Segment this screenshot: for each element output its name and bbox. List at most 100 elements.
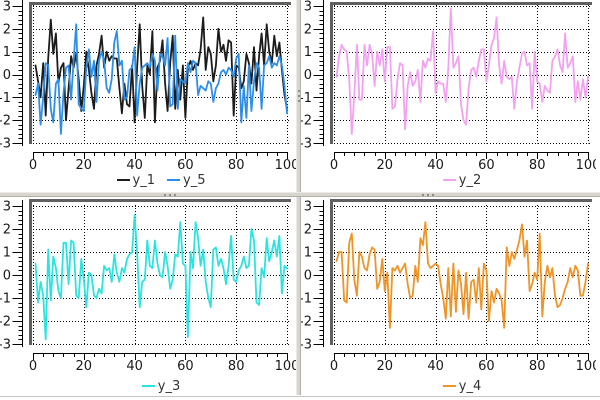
x-tick-label: 60 [177,359,194,374]
y-tick-label: 2 [3,223,11,238]
legend-top-left: y_1 y_5 [33,173,289,188]
plot-svg-bottom-left: 3 2 1 0 -1 -2 -3 0 20 40 60 80 100 [0,199,296,375]
y-tick-label: 3 [304,200,312,215]
axes [313,200,589,360]
plot-svg-top-left: 3 2 1 0 -1 -2 -3 0 20 40 60 80 100 [0,0,296,173]
chart-panel-top-left: 3 2 1 0 -1 -2 -3 0 20 40 60 80 100 y_1 y_5 [0,0,296,192]
legend-bottom-left: y_3 [33,379,289,394]
y-tick-label: 1 [304,246,312,261]
plot-svg-top-right: 3 2 1 0 -1 -2 -3 0 20 40 60 80 100 [301,0,596,173]
legend-bottom-right: y_4 [334,379,590,394]
y-tick-label: 2 [304,22,312,37]
x-tick-label: 20 [76,158,93,173]
chart-panel-top-right: 3 2 1 0 -1 -2 -3 0 20 40 60 80 100 y_2 [301,0,596,192]
legend-entry-y_5: y_5 [167,173,205,188]
x-tick-label: 0 [29,158,37,173]
chart-panel-bottom-right: 3 2 1 0 -1 -2 -3 0 20 40 60 80 100 y_4 [301,197,596,395]
tick-labels: 3 2 1 0 -1 -2 -3 0 20 40 60 80 100 [0,200,296,375]
gridlines [334,5,592,144]
y-tick-label: 2 [304,223,312,238]
x-tick-label: 80 [529,359,546,374]
y-tick-label: -2 [0,315,11,330]
tick-labels: 3 2 1 0 -1 -2 -3 0 20 40 60 80 100 [301,200,596,375]
bottom-divider [0,396,600,397]
legend-top-right: y_2 [334,173,590,188]
x-tick-label: 100 [275,158,296,173]
legend-entry-y_3: y_3 [141,379,181,394]
series-line-y_5 [34,23,288,135]
legend-swatch-y_2 [442,178,456,181]
x-tick-label: 80 [529,158,546,173]
legend-label: y_5 [183,173,206,188]
y-tick-label: -1 [301,91,312,106]
y-tick-label: -2 [301,114,312,129]
x-tick-label: 60 [478,359,495,374]
vertical-splitter[interactable] [296,0,301,395]
y-tick-label: 0 [304,269,312,284]
y-tick-label: -3 [0,338,11,353]
splitter-grip[interactable] [169,194,171,196]
y-tick-label: -2 [0,114,11,129]
y-tick-label: 2 [3,22,11,37]
x-tick-label: 0 [330,359,338,374]
y-tick-label: -3 [301,137,312,152]
x-tick-label: 80 [228,359,245,374]
legend-entry-y_4: y_4 [442,379,482,394]
y-tick-label: 3 [3,0,11,15]
y-tick-label: -1 [0,91,11,106]
x-tick-label: 60 [177,158,194,173]
plot-border [330,2,592,144]
x-tick-label: 0 [29,359,37,374]
axes [313,0,589,159]
legend-label: y_3 [157,379,181,394]
plot-svg-bottom-right: 3 2 1 0 -1 -2 -3 0 20 40 60 80 100 [301,199,596,375]
y-tick-label: -1 [301,292,312,307]
legend-swatch-y_4 [442,384,456,387]
y-tick-label: 0 [3,269,11,284]
x-tick-label: 40 [126,359,143,374]
y-tick-label: 3 [3,200,11,215]
legend-swatch-y_3 [141,384,155,387]
x-tick-label: 100 [576,158,596,173]
x-tick-label: 40 [126,158,143,173]
series-line-y_2 [335,7,589,135]
tick-labels: 3 2 1 0 -1 -2 -3 0 20 40 60 80 100 [0,0,296,173]
x-tick-label: 60 [478,158,495,173]
y-tick-label: 3 [304,0,312,15]
legend-swatch-y_1 [116,178,130,181]
x-tick-label: 40 [427,359,444,374]
plot-border [29,199,291,345]
y-tick-label: -1 [0,292,11,307]
splitter-grip[interactable] [298,95,300,97]
plot-border [29,2,291,144]
y-tick-label: -2 [301,315,312,330]
x-tick-label: 20 [377,359,394,374]
x-tick-label: 100 [576,359,596,374]
y-tick-label: 1 [3,45,11,60]
legend-entry-y_2: y_2 [442,173,481,188]
series-line-y_4 [335,221,589,329]
axes [12,0,288,159]
horizontal-splitter[interactable] [0,192,600,197]
y-tick-label: 0 [3,68,11,83]
chart-panel-bottom-left: 3 2 1 0 -1 -2 -3 0 20 40 60 80 100 y_3 [0,197,296,395]
y-tick-label: -3 [0,137,11,152]
x-tick-label: 100 [275,359,296,374]
splitter-grip[interactable] [427,194,429,196]
y-tick-label: 0 [304,68,312,83]
y-tick-label: 1 [304,45,312,60]
axes [12,200,288,360]
series-line-y_3 [34,214,288,341]
y-tick-label: 1 [3,246,11,261]
x-tick-label: 0 [330,158,338,173]
legend-label: y_1 [132,173,155,188]
x-tick-label: 80 [228,158,245,173]
x-tick-label: 20 [377,158,394,173]
tick-labels: 3 2 1 0 -1 -2 -3 0 20 40 60 80 100 [301,0,596,173]
x-tick-label: 20 [76,359,93,374]
legend-swatch-y_5 [167,178,180,181]
legend-label: y_4 [458,379,482,394]
x-tick-label: 40 [427,158,444,173]
y-tick-label: -3 [301,338,312,353]
